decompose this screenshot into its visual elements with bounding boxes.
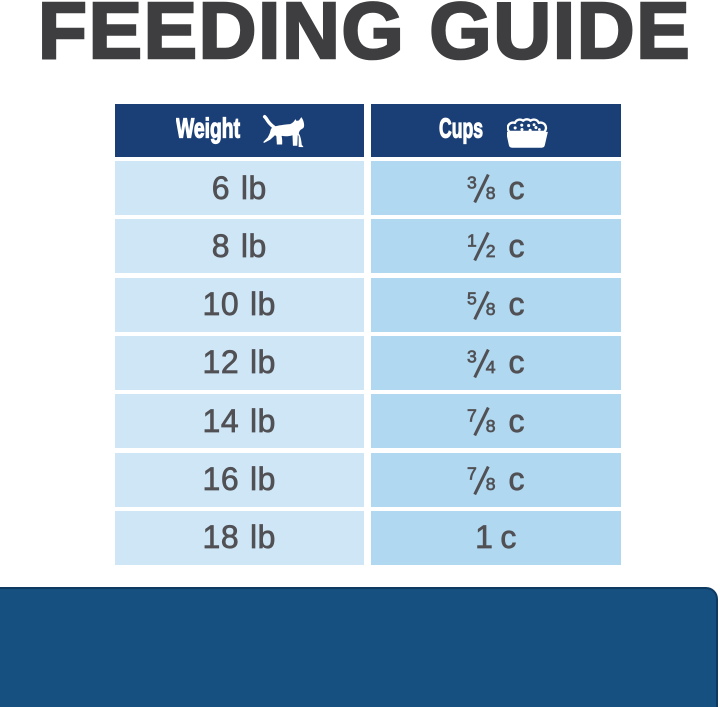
svg-text:Cups: Cups	[439, 112, 483, 143]
svg-text:Weight: Weight	[176, 112, 240, 143]
